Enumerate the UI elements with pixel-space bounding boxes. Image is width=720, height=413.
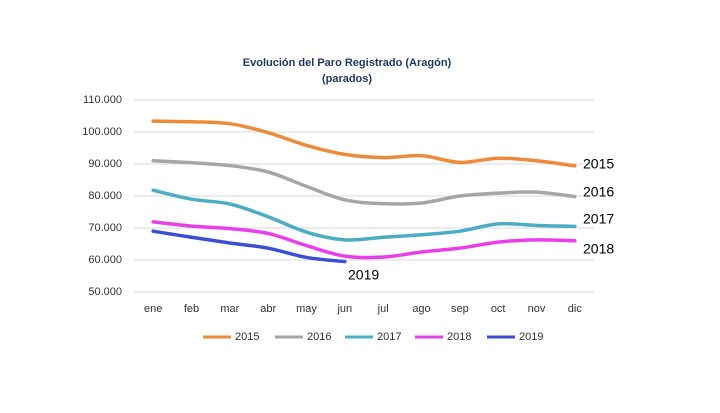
line-series bbox=[151, 159, 577, 206]
x-tick-label: jun bbox=[336, 303, 352, 315]
chart-subtitle: (parados) bbox=[322, 73, 372, 85]
y-tick-label: 100.000 bbox=[82, 126, 122, 138]
y-tick-label: 110.000 bbox=[83, 94, 122, 106]
line-series bbox=[151, 188, 577, 242]
series-end-label: 2017 bbox=[583, 211, 614, 227]
series-end-label: 2016 bbox=[583, 184, 614, 200]
line-series bbox=[151, 220, 577, 260]
x-tick-label: oct bbox=[491, 303, 506, 315]
chart-title: Evolución del Paro Registrado (Aragón) bbox=[243, 57, 452, 69]
legend-label: 2017 bbox=[377, 331, 401, 343]
line-series bbox=[151, 119, 577, 168]
series-end-label: 2018 bbox=[583, 241, 614, 257]
legend-label: 2015 bbox=[235, 331, 259, 343]
legend-label: 2019 bbox=[519, 331, 543, 343]
x-tick-label: feb bbox=[184, 303, 199, 315]
x-tick-label: ene bbox=[144, 303, 162, 315]
legend-label: 2016 bbox=[307, 331, 331, 343]
y-tick-label: 50.000 bbox=[88, 286, 122, 298]
x-tick-label: nov bbox=[528, 303, 546, 315]
y-tick-label: 60.000 bbox=[88, 254, 122, 266]
line-series bbox=[151, 229, 347, 264]
x-tick-label: mar bbox=[220, 303, 239, 315]
y-tick-label: 80.000 bbox=[88, 190, 122, 202]
legend-label: 2018 bbox=[447, 331, 471, 343]
series-end-label: 2015 bbox=[583, 156, 614, 172]
y-tick-label: 90.000 bbox=[88, 158, 122, 170]
x-tick-label: abr bbox=[260, 303, 276, 315]
x-tick-label: sep bbox=[451, 303, 469, 315]
x-tick-label: ago bbox=[412, 303, 430, 315]
y-tick-label: 70.000 bbox=[88, 222, 122, 234]
x-tick-label: jul bbox=[377, 303, 389, 315]
series-end-label: 2019 bbox=[348, 267, 379, 283]
x-tick-label: may bbox=[296, 303, 317, 315]
x-tick-label: dic bbox=[568, 303, 583, 315]
